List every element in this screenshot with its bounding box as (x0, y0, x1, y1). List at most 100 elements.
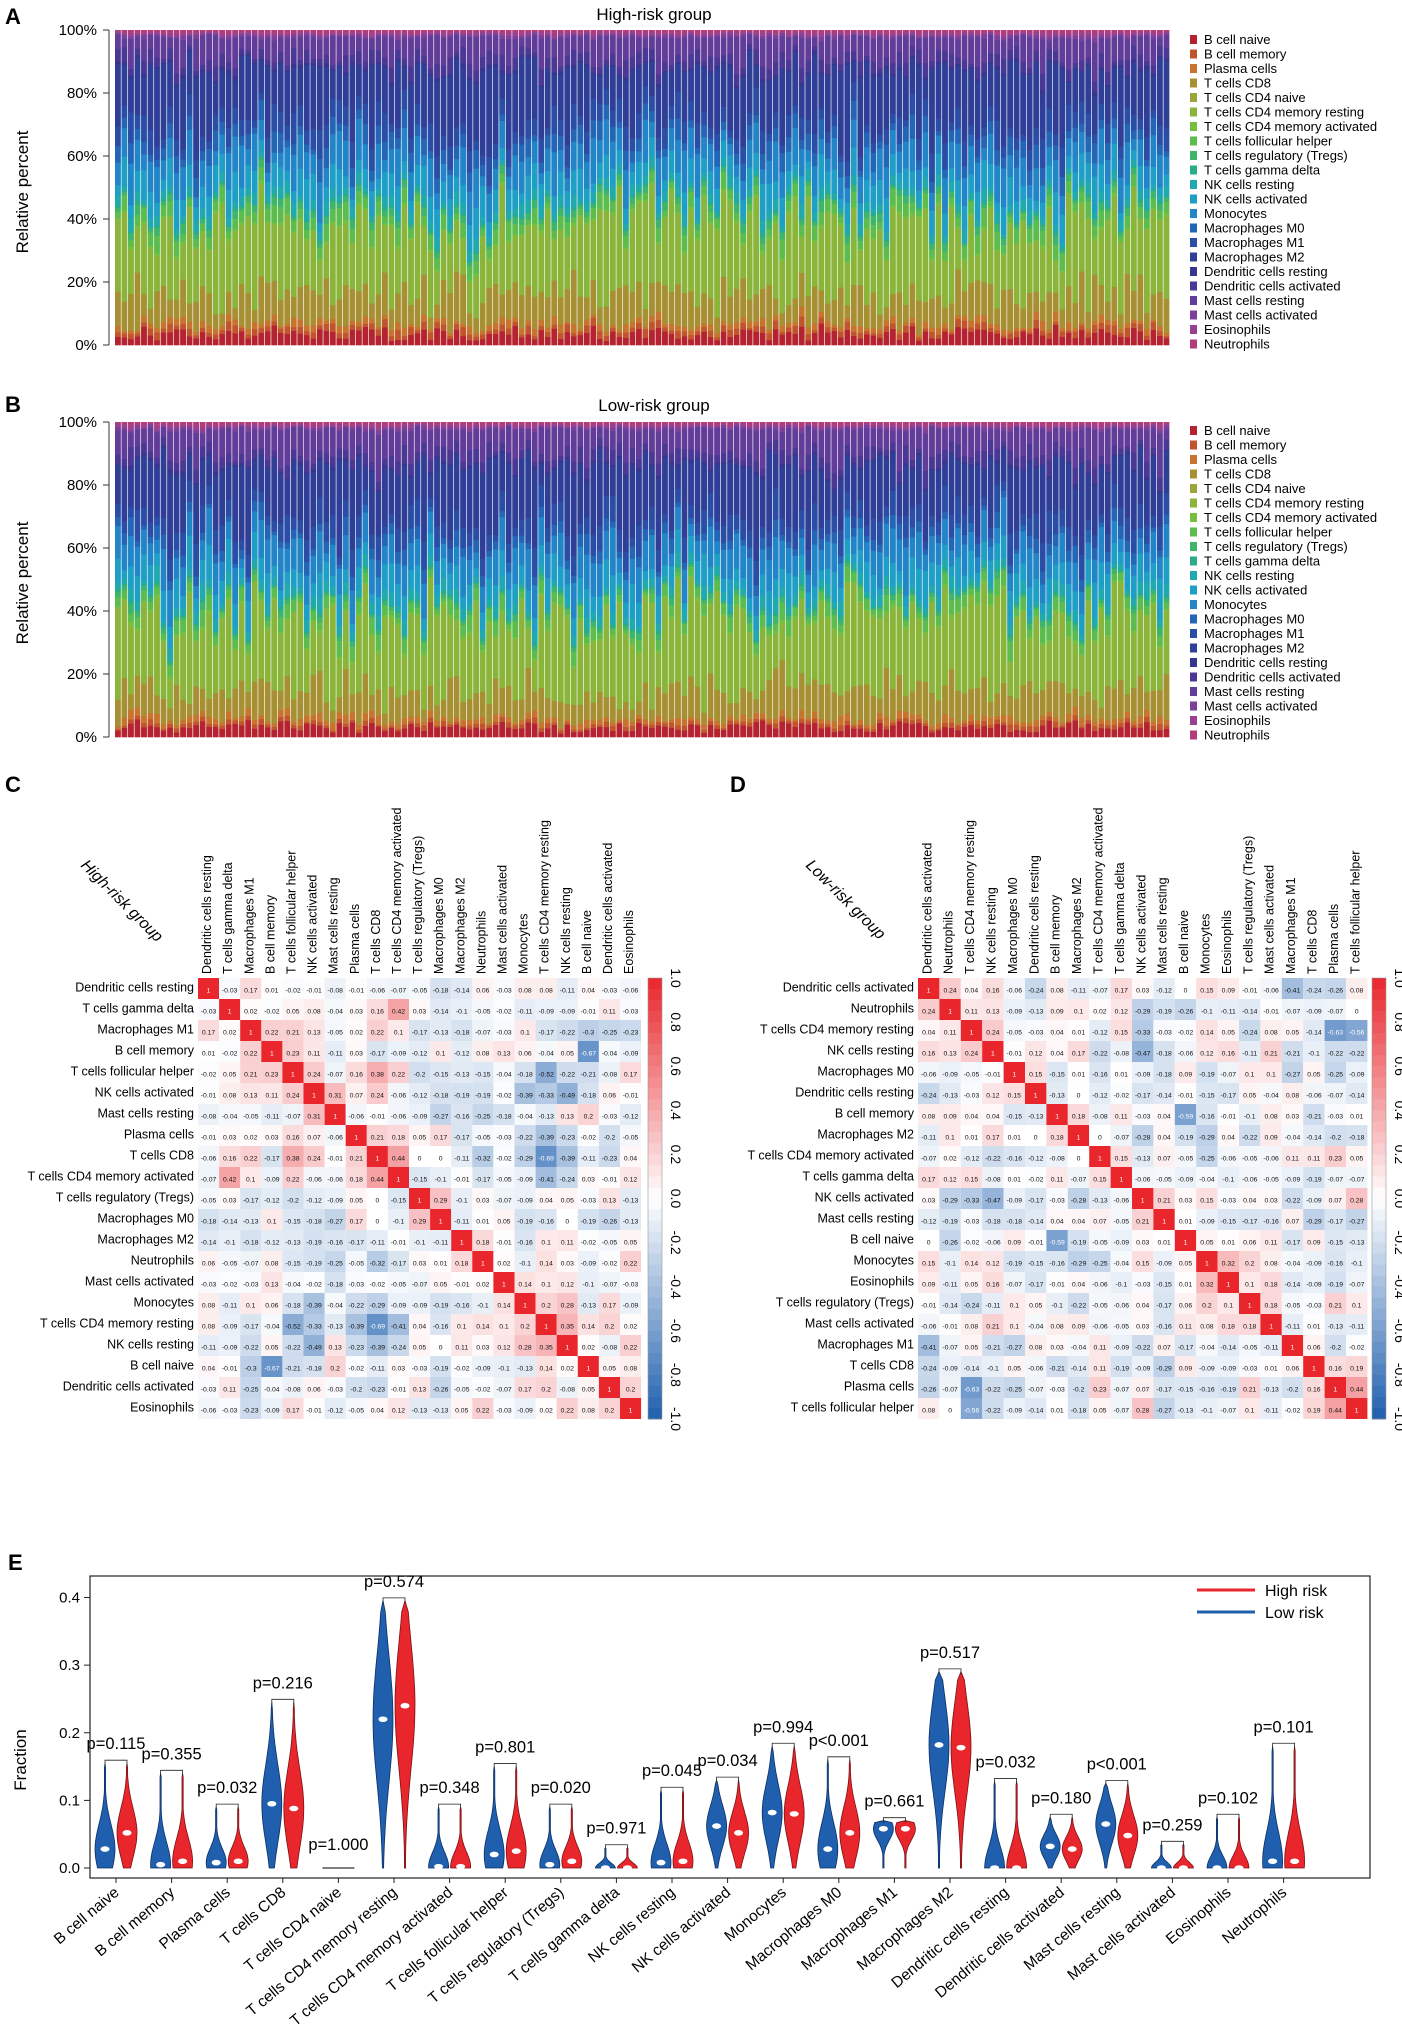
bar-segment (134, 715, 141, 720)
bar-segment (303, 334, 310, 346)
bar-segment (225, 698, 232, 712)
bar-segment (635, 184, 642, 191)
bar-segment (1020, 31, 1027, 34)
bar-segment (466, 559, 473, 585)
bar-segment (759, 250, 766, 255)
bar-segment (421, 652, 427, 657)
bar-segment (414, 188, 421, 192)
bar-segment (447, 617, 453, 679)
bar-segment (844, 317, 851, 323)
bar-segment (447, 599, 453, 615)
bar-segment (1059, 35, 1066, 38)
bar-segment (375, 491, 382, 537)
bar-segment (512, 35, 519, 40)
bar-segment (876, 179, 883, 205)
bar-segment (1052, 159, 1059, 193)
bar-segment (1124, 77, 1131, 108)
sample-bar (792, 30, 799, 346)
bar-segment (186, 115, 193, 130)
sample-bar (616, 30, 623, 346)
bar-segment (154, 598, 160, 696)
bar-segment (167, 422, 173, 426)
bar-segment (694, 63, 701, 124)
bar-segment (440, 135, 447, 151)
bar-segment (199, 208, 206, 218)
bar-segment (323, 66, 330, 125)
bar-segment (701, 111, 707, 126)
bar-segment (538, 329, 545, 346)
bar-segment (525, 224, 532, 227)
bar-segment (362, 38, 369, 62)
bar-segment (583, 222, 590, 226)
bar-segment (733, 85, 740, 89)
bar-segment (245, 292, 252, 329)
bar-segment (245, 334, 252, 339)
bar-segment (421, 618, 427, 631)
bar-segment (440, 202, 447, 207)
bar-segment (681, 215, 688, 227)
bar-segment (160, 728, 167, 731)
bar-segment (1124, 107, 1131, 124)
bar-segment (707, 221, 714, 224)
bar-segment (1150, 294, 1157, 320)
bar-segment (694, 123, 701, 148)
bar-segment (316, 247, 323, 259)
bar-segment (206, 249, 213, 251)
bar-segment (1104, 32, 1111, 37)
bar-segment (473, 576, 480, 583)
bar-segment (733, 31, 740, 36)
bar-segment (115, 204, 121, 208)
bar-segment (857, 170, 864, 177)
bar-segment (850, 174, 857, 184)
bar-segment (440, 317, 447, 325)
bar-segment (753, 122, 760, 153)
bar-segment (922, 207, 929, 210)
bar-segment (961, 68, 968, 72)
sample-bar (180, 422, 186, 738)
bar-segment (258, 600, 265, 679)
bar-segment (1150, 110, 1157, 118)
bar-segment (740, 74, 747, 78)
bar-segment (896, 36, 903, 53)
bar-segment (616, 336, 623, 346)
bar-segment (590, 138, 597, 184)
bar-segment (798, 139, 805, 149)
bar-segment (115, 336, 121, 346)
bar-segment (447, 75, 453, 147)
bar-segment (961, 205, 968, 230)
bar-segment (460, 624, 467, 637)
bar-segment (1078, 30, 1085, 33)
bar-segment (948, 303, 955, 330)
bar-segment (1059, 331, 1066, 337)
bar-segment (1130, 322, 1137, 329)
bar-segment (512, 73, 519, 133)
sample-bar (277, 422, 284, 738)
bar-segment (662, 284, 668, 325)
bar-segment (147, 422, 154, 424)
bar-segment (1059, 214, 1066, 244)
bar-segment (883, 68, 890, 130)
bar-segment (1104, 71, 1111, 86)
bar-segment (1163, 196, 1170, 198)
bar-segment (701, 157, 707, 174)
bar-segment (916, 49, 922, 64)
bar-segment (128, 293, 134, 331)
bar-segment (421, 64, 427, 128)
bar-segment (727, 144, 734, 156)
bar-segment (753, 169, 760, 175)
bar-segment (622, 228, 629, 232)
bar-segment (1111, 34, 1118, 37)
bar-segment (427, 317, 434, 330)
bar-segment (368, 424, 375, 429)
bar-segment (258, 119, 265, 141)
bar-segment (329, 197, 336, 202)
bar-segment (635, 113, 642, 139)
bar-segment (453, 271, 460, 322)
bar-segment (876, 30, 883, 33)
bar-segment (342, 72, 349, 76)
bar-segment (1046, 291, 1053, 330)
bar-segment (1020, 308, 1027, 328)
bar-segment (681, 250, 688, 256)
bar-segment (785, 136, 792, 152)
bar-segment (342, 125, 349, 141)
